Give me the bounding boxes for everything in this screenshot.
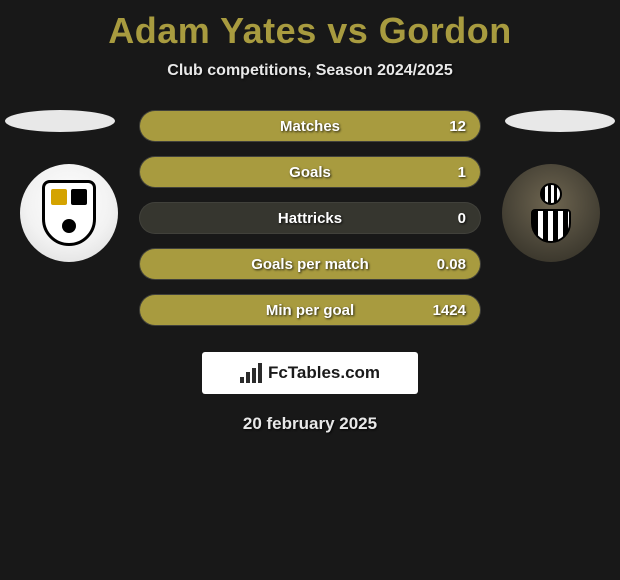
stat-bar: Goals 1 bbox=[139, 156, 481, 188]
watermark-text: FcTables.com bbox=[268, 363, 380, 383]
stat-label: Matches bbox=[280, 118, 340, 135]
page-title: Adam Yates vs Gordon bbox=[0, 0, 620, 52]
subtitle: Club competitions, Season 2024/2025 bbox=[0, 62, 620, 80]
stat-label: Goals per match bbox=[251, 256, 369, 273]
stat-bar: Hattricks 0 bbox=[139, 202, 481, 234]
stat-right-value: 0 bbox=[458, 210, 466, 227]
left-club-crest bbox=[20, 164, 118, 262]
stat-bar: Min per goal 1424 bbox=[139, 294, 481, 326]
stat-label: Hattricks bbox=[278, 210, 342, 227]
left-ellipse bbox=[5, 110, 115, 132]
stat-right-value: 12 bbox=[449, 118, 466, 135]
stat-label: Min per goal bbox=[266, 302, 354, 319]
stat-right-value: 1 bbox=[458, 164, 466, 181]
chart-bars-icon bbox=[240, 363, 262, 383]
port-vale-shield-icon bbox=[42, 180, 96, 246]
stats-list: Matches 12 Goals 1 Hattricks 0 Goals per match… bbox=[139, 110, 481, 326]
stat-label: Goals bbox=[289, 164, 331, 181]
stat-bar: Goals per match 0.08 bbox=[139, 248, 481, 280]
stat-right-value: 1424 bbox=[433, 302, 466, 319]
right-ellipse bbox=[505, 110, 615, 132]
stat-right-value: 0.08 bbox=[437, 256, 466, 273]
comparison-content: Matches 12 Goals 1 Hattricks 0 Goals per match… bbox=[0, 110, 620, 434]
stat-bar: Matches 12 bbox=[139, 110, 481, 142]
watermark: FcTables.com bbox=[202, 352, 418, 394]
notts-county-shield-icon bbox=[521, 183, 581, 243]
right-club-crest bbox=[502, 164, 600, 262]
date-label: 20 february 2025 bbox=[0, 414, 620, 434]
